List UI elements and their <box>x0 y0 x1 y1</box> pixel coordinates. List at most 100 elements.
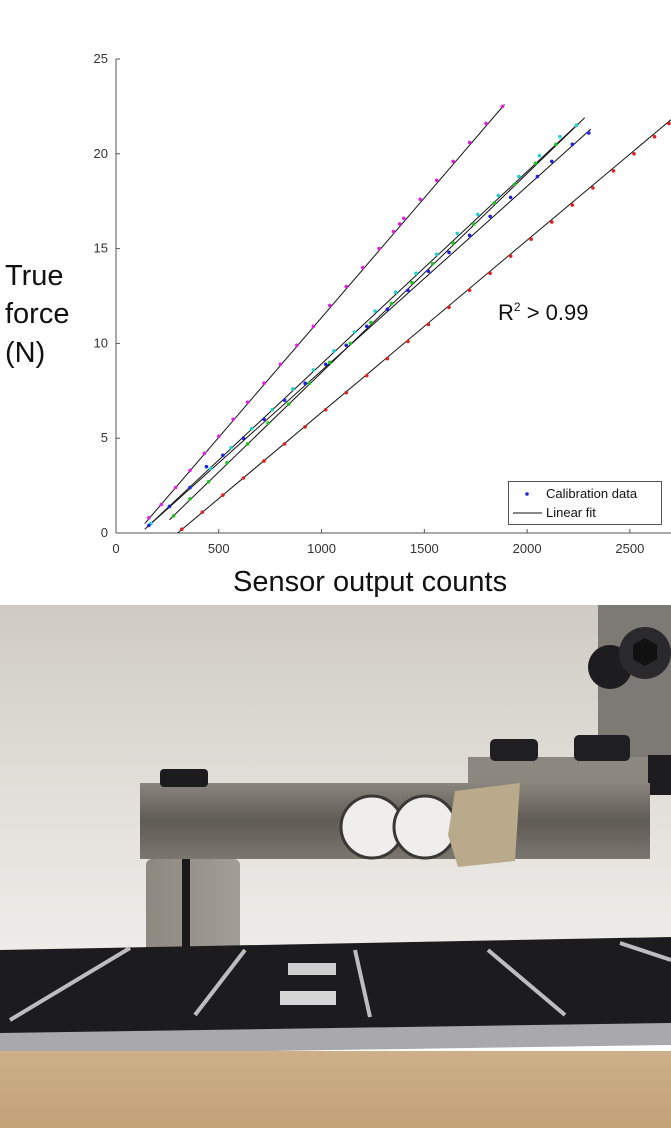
data-point <box>549 159 554 164</box>
data-point <box>221 453 225 458</box>
data-point <box>262 459 266 463</box>
data-point <box>667 121 671 126</box>
data-point <box>303 425 307 429</box>
bolt-head-icon <box>574 735 630 761</box>
mat-pad <box>280 991 336 1005</box>
data-point <box>303 381 307 386</box>
data-point <box>364 373 369 378</box>
data-point <box>364 324 369 329</box>
data-point <box>270 407 275 412</box>
data-point <box>455 231 460 236</box>
data-point <box>249 426 254 431</box>
data-point <box>406 339 410 344</box>
hex-socket-icon <box>633 638 657 666</box>
data-point <box>426 322 431 327</box>
data-point <box>447 250 451 255</box>
x-tick-label: 500 <box>208 541 230 556</box>
x-tick-label: 1500 <box>410 541 439 556</box>
data-point <box>188 485 192 490</box>
mounting-plate <box>468 757 671 787</box>
data-point <box>570 203 575 207</box>
data-point <box>475 212 480 217</box>
data-point <box>167 504 172 509</box>
y-tick-label: 5 <box>101 430 108 445</box>
data-point <box>414 271 418 276</box>
data-point <box>307 381 312 386</box>
data-point <box>385 307 390 312</box>
data-point <box>401 216 406 221</box>
y-tick-label: 0 <box>101 525 108 540</box>
data-point <box>574 123 579 128</box>
data-point <box>529 237 534 241</box>
data-point <box>179 527 184 532</box>
tape-strip <box>448 783 520 867</box>
data-point <box>492 201 497 205</box>
data-point <box>159 502 164 507</box>
data-point <box>554 142 558 147</box>
data-point <box>426 269 431 274</box>
chart-axes <box>115 59 671 534</box>
bolt-head-icon <box>160 769 208 787</box>
data-point <box>586 131 591 135</box>
data-point <box>488 214 492 219</box>
data-point <box>173 485 178 490</box>
data-point <box>286 402 291 406</box>
data-point <box>508 254 513 258</box>
data-point <box>352 330 357 334</box>
data-point <box>311 368 316 372</box>
legend-label-calibration: Calibration data <box>546 486 638 501</box>
fit-line-2 <box>146 123 579 528</box>
data-point <box>188 497 192 501</box>
data-point <box>488 271 492 276</box>
mat-wire <box>353 949 372 1018</box>
data-point <box>558 134 562 139</box>
data-point <box>447 305 451 310</box>
data-point <box>535 174 540 179</box>
data-point <box>311 324 316 329</box>
r-squared-annotation: R2 > 0.99 <box>498 300 589 325</box>
y-axis-label-line-1: True <box>5 260 64 292</box>
data-point <box>467 233 472 238</box>
data-point <box>147 516 151 520</box>
data-point <box>231 417 235 422</box>
data-point <box>216 434 221 439</box>
data-point <box>467 140 472 145</box>
data-point <box>327 360 332 365</box>
x-tick-label: 0 <box>112 541 119 556</box>
data-point <box>204 464 209 469</box>
mat-wire <box>8 946 132 1022</box>
data-point <box>344 284 349 289</box>
data-point <box>188 468 192 473</box>
y-tick-label: 25 <box>94 51 108 66</box>
data-point <box>389 301 394 306</box>
data-point <box>500 104 505 109</box>
data-point <box>147 523 151 528</box>
chart-plot: 0 5 10 15 20 25 0 500 1000 1500 2000 2500 <box>94 51 671 556</box>
data-point <box>225 461 229 465</box>
legend-dot-icon <box>525 492 529 496</box>
data-point <box>241 436 246 441</box>
data-point <box>393 290 398 295</box>
data-point <box>549 220 554 224</box>
data-point <box>406 288 410 293</box>
data-point <box>171 514 176 518</box>
data-point <box>278 362 283 367</box>
load-cell-photo <box>0 605 671 1128</box>
data-point <box>369 320 373 325</box>
data-point <box>484 121 488 126</box>
fit-line-4 <box>177 119 671 534</box>
y-tick-label: 20 <box>94 146 108 161</box>
black-mat <box>0 937 671 1035</box>
chart-points <box>147 104 671 532</box>
data-point <box>200 510 205 514</box>
aluminum-plate <box>0 1023 671 1055</box>
data-point <box>418 197 423 202</box>
legend-item-fit: Linear fit <box>509 504 659 522</box>
data-point <box>323 407 328 412</box>
data-point <box>434 252 439 257</box>
data-point <box>327 303 332 308</box>
mat-pad <box>288 963 336 975</box>
data-point <box>262 417 266 422</box>
data-point <box>373 309 377 313</box>
x-tick-label: 1000 <box>307 541 336 556</box>
